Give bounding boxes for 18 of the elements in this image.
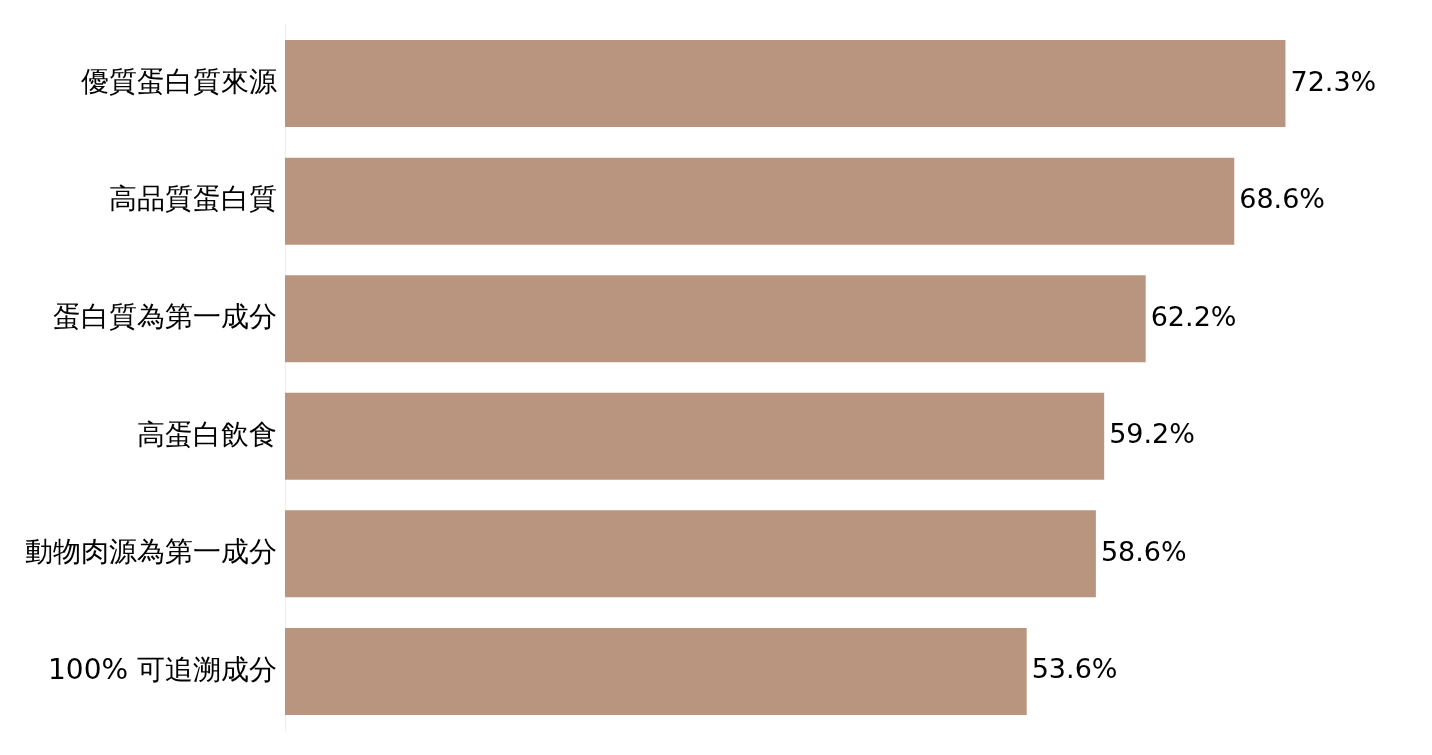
y-tick-label: 高品質蛋白質 bbox=[109, 182, 277, 216]
data-label: 53.6% bbox=[1031, 653, 1118, 685]
data-label: 59.2% bbox=[1109, 418, 1195, 450]
y-tick-label: 動物肉源為第一成分 bbox=[25, 535, 277, 569]
y-tick-label: 蛋白質為第一成分 bbox=[53, 300, 277, 333]
bar bbox=[285, 510, 1096, 598]
y-tick-label: 100% 可追溯成分 bbox=[48, 652, 277, 686]
data-label: 58.6% bbox=[1100, 535, 1187, 567]
bar bbox=[285, 392, 1105, 480]
bar bbox=[285, 275, 1146, 363]
data-label: 62.2% bbox=[1150, 300, 1237, 332]
bar bbox=[285, 40, 1286, 128]
y-tick-label: 優質蛋白質來源 bbox=[81, 64, 277, 98]
bar bbox=[285, 627, 1027, 715]
data-label: 72.3% bbox=[1290, 65, 1377, 97]
data-label: 68.6% bbox=[1239, 183, 1326, 215]
bar bbox=[285, 157, 1235, 245]
y-tick-label: 高蛋白飲食 bbox=[137, 417, 277, 451]
